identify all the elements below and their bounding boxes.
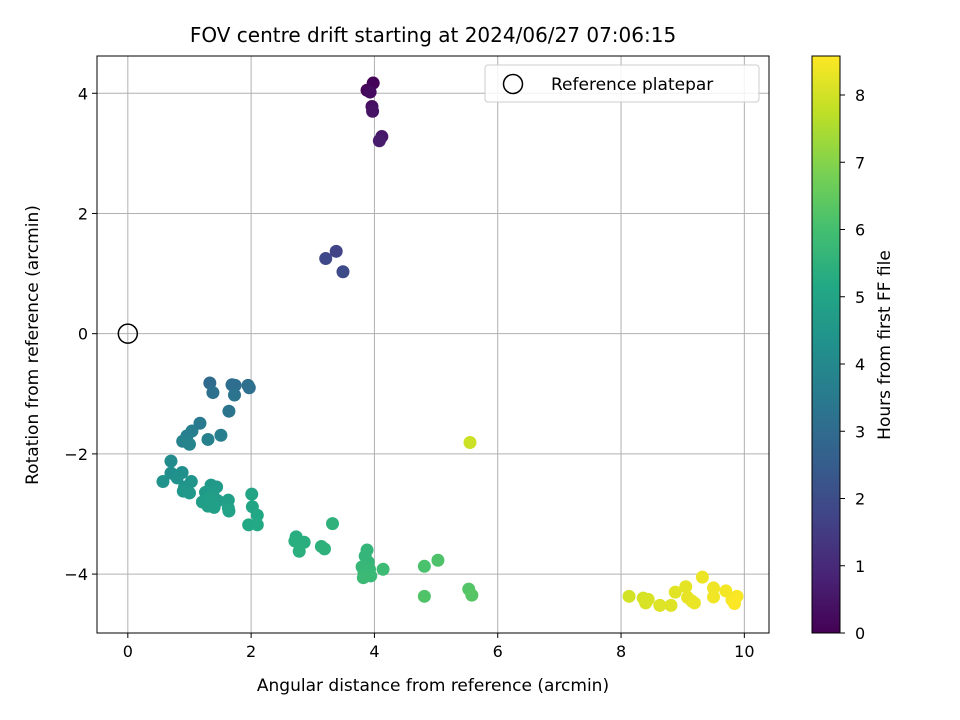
- reference-platepar-marker: [117, 323, 139, 344]
- data-point: [222, 504, 236, 518]
- data-point: [250, 508, 264, 522]
- data-point: [227, 388, 241, 402]
- colorbar-gradient: [811, 55, 841, 634]
- data-point: [214, 428, 228, 442]
- y-tick-label: 4: [78, 84, 88, 103]
- data-point: [465, 588, 479, 602]
- data-point: [668, 585, 682, 599]
- chart-title: FOV centre drift starting at 2024/06/27 …: [190, 23, 676, 47]
- colorbar-tick-label: 7: [855, 153, 865, 172]
- data-point: [366, 104, 380, 118]
- y-tick-label: 2: [78, 204, 88, 223]
- data-points: [156, 76, 744, 612]
- data-point: [707, 590, 721, 604]
- data-point: [336, 265, 350, 279]
- data-point: [201, 432, 215, 446]
- data-point: [245, 487, 259, 501]
- data-point: [463, 435, 477, 449]
- legend: Reference platepar: [484, 64, 760, 103]
- data-point: [319, 252, 333, 266]
- data-point: [679, 580, 693, 594]
- data-point: [695, 570, 709, 584]
- y-tick-label: 0: [78, 325, 88, 344]
- y-axis-ticks: −4 −2 0 2 4: [64, 84, 97, 584]
- x-tick-label: 6: [493, 642, 503, 661]
- legend-box: [484, 64, 760, 103]
- data-point: [431, 553, 445, 567]
- colorbar: 0 1 2 3 4 5 6 7 8 Hours from first FF file: [811, 55, 895, 643]
- colorbar-tick-label: 6: [855, 221, 865, 240]
- data-point: [193, 416, 207, 430]
- data-point: [228, 378, 242, 392]
- data-point: [164, 454, 178, 468]
- data-point: [329, 244, 343, 258]
- data-point: [417, 589, 431, 603]
- y-axis-label: Rotation from reference (arcmin): [23, 205, 43, 485]
- x-tick-label: 8: [616, 642, 626, 661]
- data-point: [156, 475, 170, 489]
- legend-label: Reference platepar: [551, 75, 713, 95]
- data-point: [363, 85, 377, 99]
- data-point: [242, 381, 256, 395]
- data-point: [326, 517, 340, 531]
- colorbar-tick-label: 5: [855, 288, 865, 307]
- colorbar-tick-label: 4: [855, 355, 865, 374]
- colorbar-tick-label: 2: [855, 490, 865, 509]
- grid-lines: [97, 56, 769, 633]
- data-point: [317, 542, 331, 556]
- data-point: [707, 581, 721, 595]
- data-point: [206, 386, 220, 400]
- data-point: [182, 437, 196, 451]
- x-axis-ticks: 0 2 4 6 8 10: [123, 633, 755, 661]
- data-point: [622, 589, 636, 603]
- data-point: [203, 492, 217, 506]
- plot-frame: [96, 55, 770, 634]
- data-point: [222, 404, 236, 418]
- colorbar-tick-label: 0: [855, 624, 865, 643]
- x-axis-label: Angular distance from reference (arcmin): [257, 676, 609, 696]
- colorbar-ticks: 0 1 2 3 4 5 6 7 8: [840, 86, 865, 643]
- colorbar-tick-label: 3: [855, 422, 865, 441]
- data-point: [250, 518, 264, 532]
- colorbar-tick-label: 8: [855, 86, 865, 105]
- y-tick-label: −4: [64, 565, 88, 584]
- data-point: [727, 597, 741, 611]
- data-point: [372, 134, 386, 148]
- data-point: [417, 559, 431, 573]
- x-tick-label: 4: [369, 642, 379, 661]
- data-point: [639, 596, 653, 610]
- x-tick-label: 2: [246, 642, 256, 661]
- colorbar-tick-label: 1: [855, 557, 865, 576]
- data-point: [292, 544, 306, 558]
- data-point: [170, 471, 184, 485]
- data-point: [356, 571, 370, 585]
- data-point: [687, 596, 701, 610]
- data-point: [664, 598, 678, 612]
- data-point: [653, 598, 667, 612]
- data-point: [376, 562, 390, 576]
- x-tick-label: 10: [734, 642, 754, 661]
- x-tick-label: 0: [123, 642, 133, 661]
- y-tick-label: −2: [64, 445, 88, 464]
- colorbar-label: Hours from first FF file: [875, 250, 895, 440]
- data-point: [182, 486, 196, 500]
- legend-marker-icon: [502, 73, 524, 95]
